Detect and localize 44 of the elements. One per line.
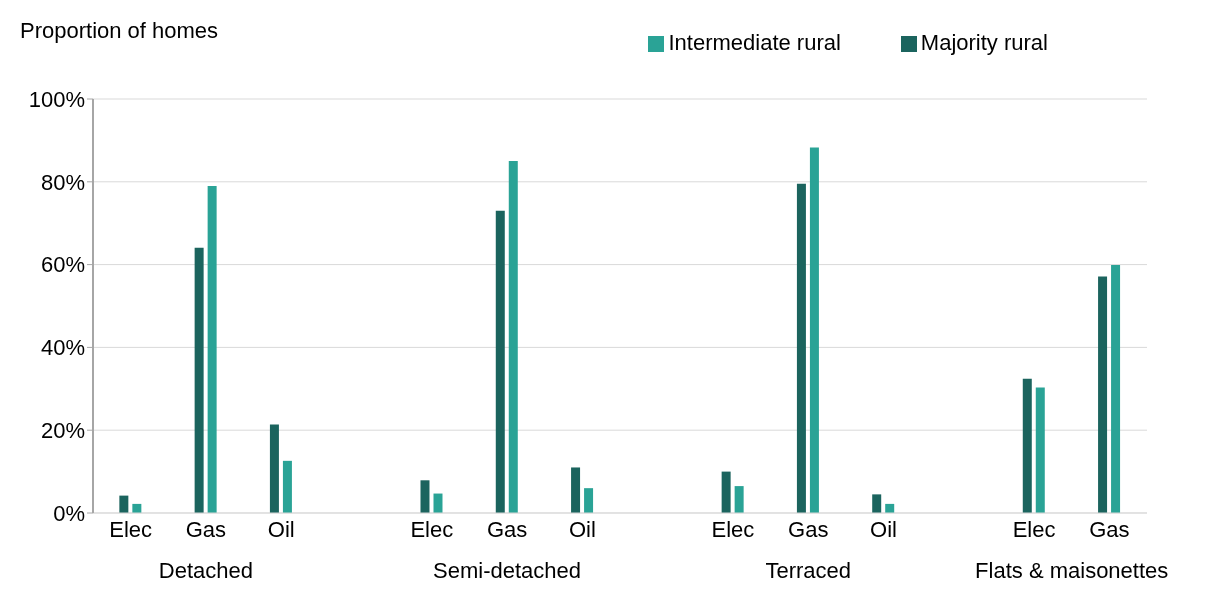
y-tick-label: 60%	[40, 252, 85, 278]
bar	[508, 161, 518, 513]
text: Semi-detached	[432, 558, 583, 584]
bar	[796, 183, 806, 513]
y-tick-label: 100%	[28, 86, 85, 112]
text: Detached	[157, 558, 254, 584]
x-tick-label: Gas	[788, 516, 829, 542]
x-tick-label: Elec	[1012, 516, 1056, 542]
bar	[584, 488, 594, 513]
x-tick-label: Gas	[1089, 516, 1130, 542]
text: Flats & maisonettes	[974, 558, 1170, 584]
bar	[420, 480, 430, 513]
x-tick-label: Elec	[711, 516, 755, 542]
x-tick-label: Oil	[568, 516, 596, 542]
y-tick-label: 40%	[40, 335, 85, 361]
bar	[721, 471, 731, 513]
legend-label: Majority rural	[920, 30, 1048, 55]
bar	[809, 147, 819, 513]
y-tick-label: 80%	[40, 169, 85, 195]
legend-label: Intermediate rural	[668, 30, 841, 55]
bar	[1035, 387, 1045, 513]
bar	[207, 185, 217, 513]
y-tick-label: 20%	[40, 418, 85, 444]
bar	[872, 494, 882, 513]
x-tick-label: Elec	[109, 516, 153, 542]
bar	[1022, 378, 1032, 513]
bar	[571, 467, 581, 513]
x-tick-label: Gas	[486, 516, 528, 542]
bar	[495, 210, 505, 513]
bar	[1098, 276, 1108, 513]
y-axis-title: Proportion of homes	[20, 18, 219, 44]
x-tick-label: Gas	[185, 516, 227, 542]
x-tick-label: Oil	[870, 516, 897, 542]
y-tick-label: 0%	[53, 500, 85, 526]
bar	[1111, 265, 1121, 513]
bar	[433, 493, 443, 513]
text: Terraced	[764, 558, 852, 584]
x-tick-label: Oil	[267, 516, 295, 542]
bar	[194, 247, 204, 513]
bar	[282, 460, 292, 513]
x-tick-label: Elec	[410, 516, 454, 542]
bar	[269, 424, 279, 513]
bar	[734, 486, 744, 513]
bar	[119, 495, 129, 513]
